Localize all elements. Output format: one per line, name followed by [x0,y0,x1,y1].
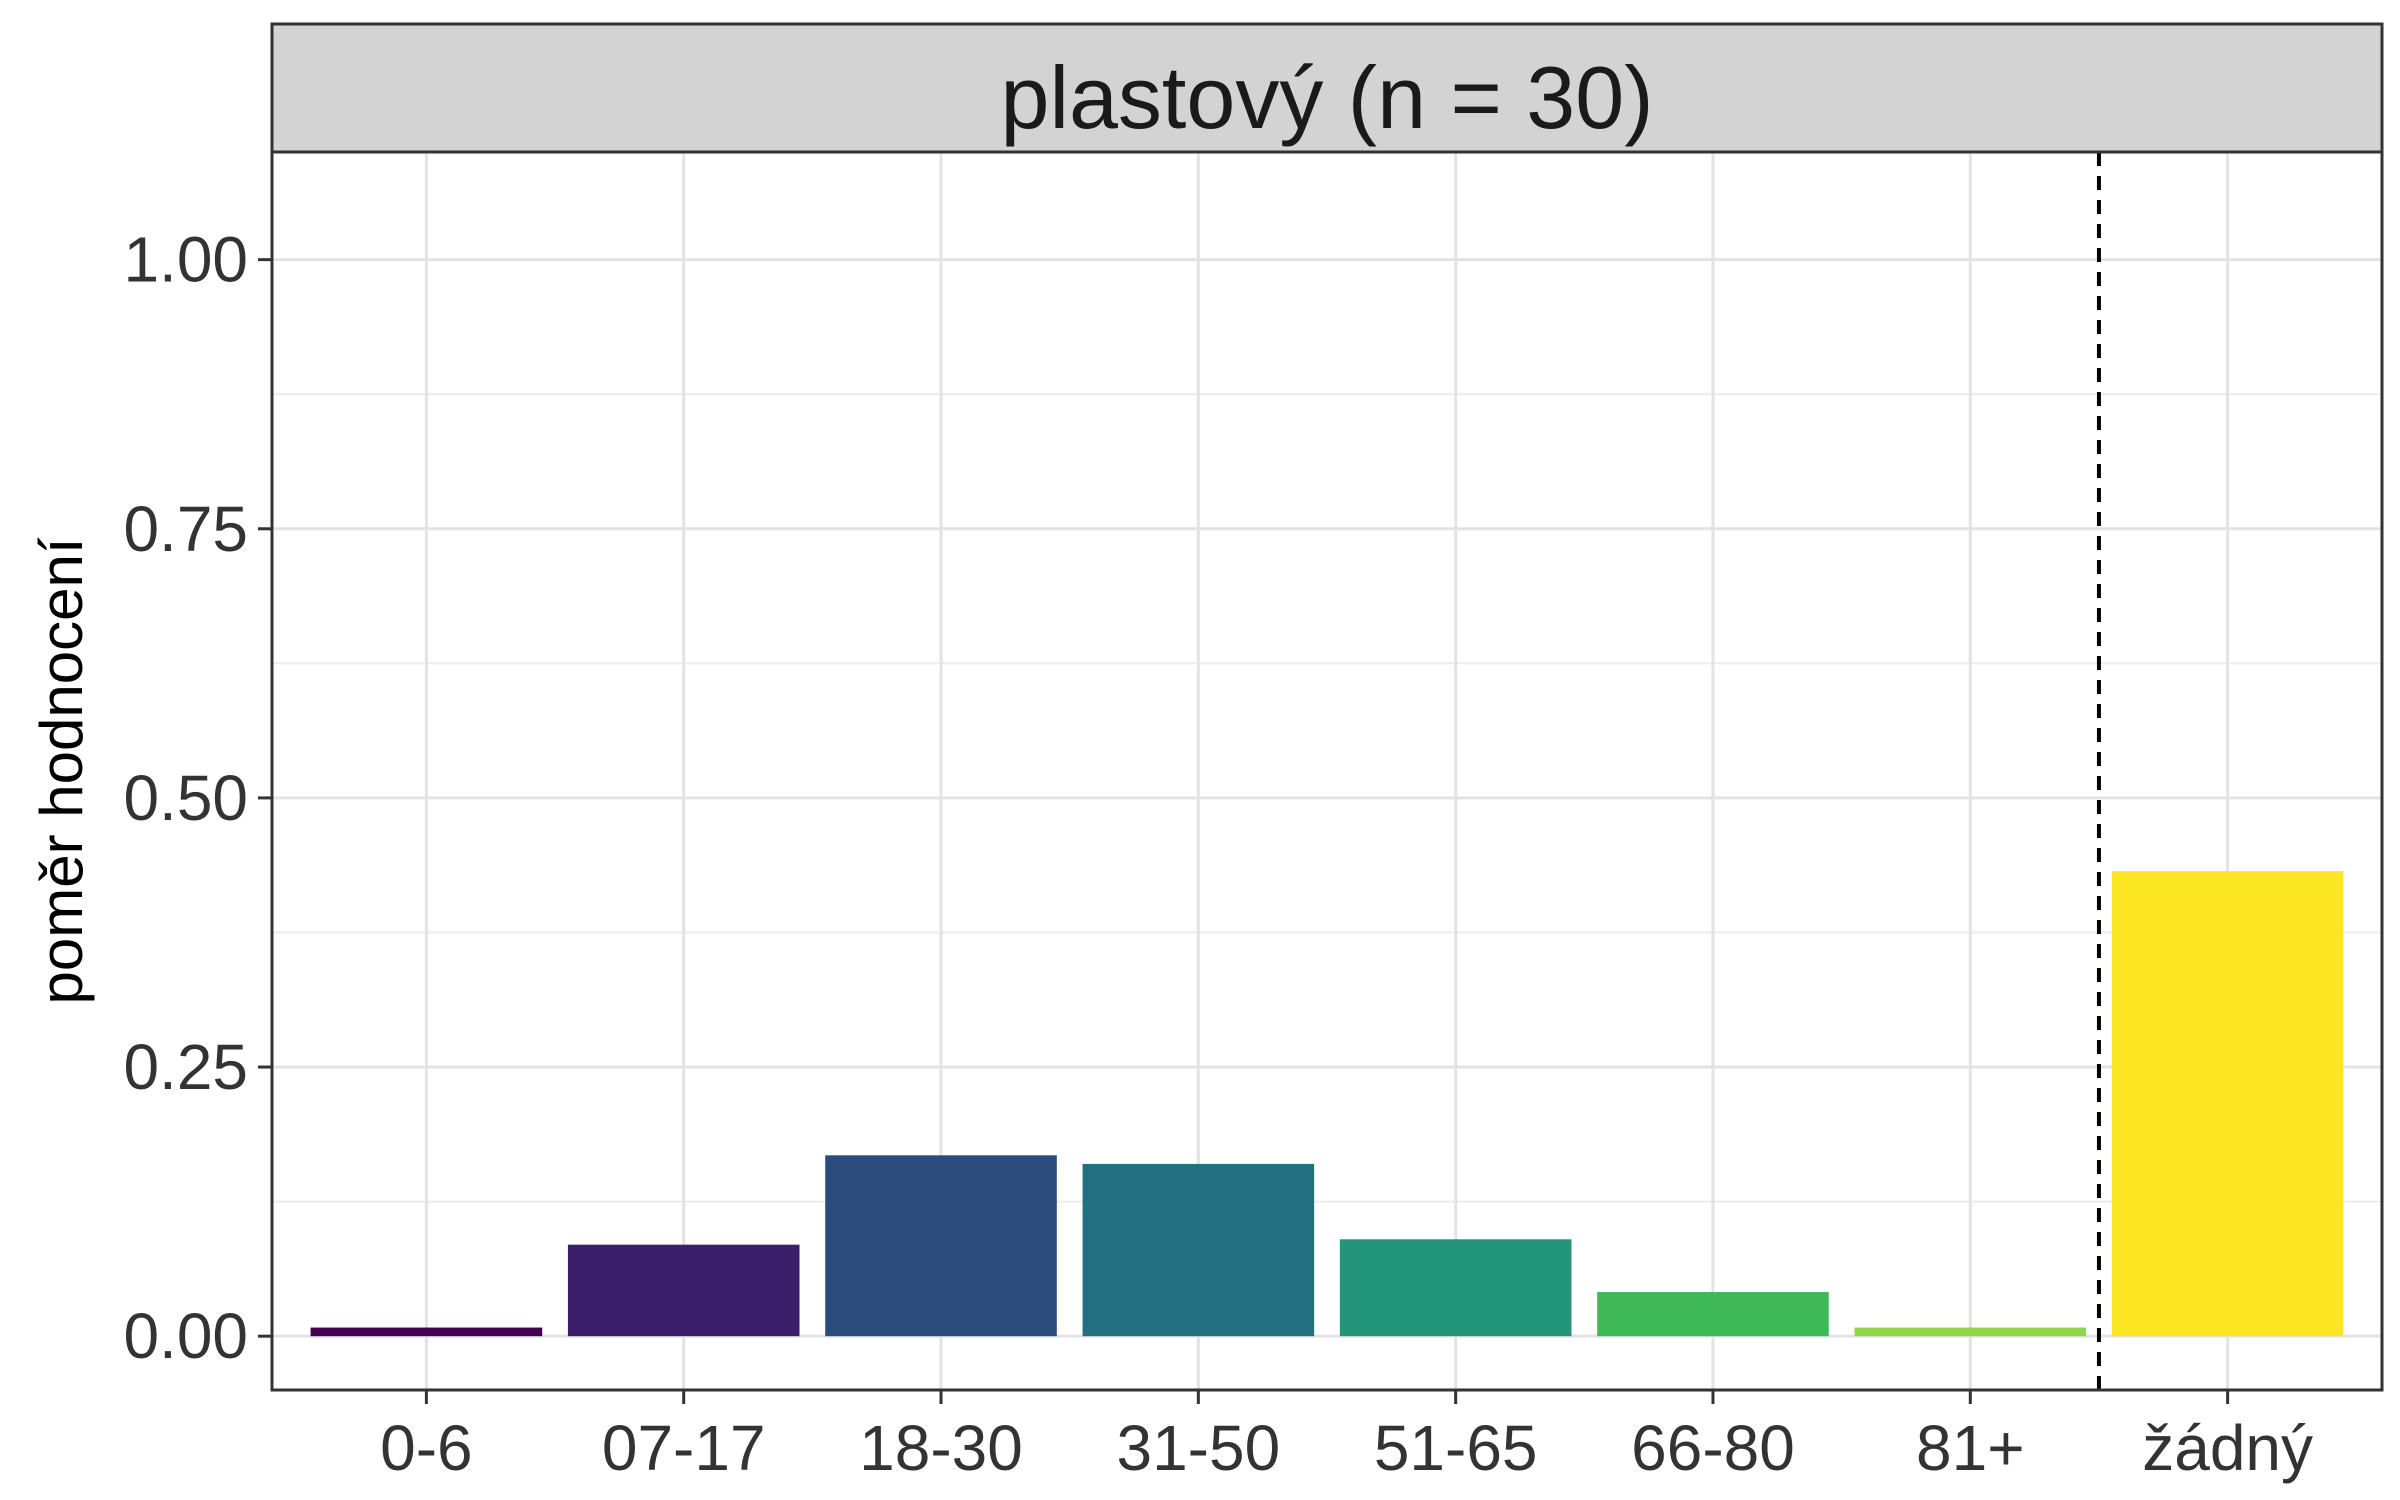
bar-31-50 [1082,1163,1315,1337]
x-tick-label: 66-80 [1631,1412,1795,1484]
x-tick-label: 51-65 [1374,1412,1538,1484]
bar-51-65 [1339,1239,1572,1337]
x-tick-label: 81+ [1916,1412,2025,1484]
x-tick-label: 07-17 [602,1412,766,1484]
y-tick-label: 0.00 [123,1300,248,1372]
facet-title: plastový (n = 30) [1001,48,1654,147]
x-tick-label: 31-50 [1116,1412,1280,1484]
y-tick-label: 0.25 [123,1031,248,1103]
bar-18-30 [825,1155,1057,1337]
plot-panel-border [270,150,2384,1392]
bar-66-80 [1597,1292,1829,1337]
bar-81+ [1854,1327,2087,1337]
y-tick-label: 1.00 [123,224,248,296]
plot-panel [272,152,2382,1390]
y-tick-label: 0.75 [123,493,248,565]
bars [310,871,2344,1337]
x-tick-label: 18-30 [859,1412,1023,1484]
bar-07-17 [567,1244,800,1337]
bar-žádný [2111,871,2344,1337]
y-axis-title: poměr hodnocení [28,537,95,1004]
x-axis: 0-6 07-17 18-30 31-50 51-65 66-80 81+ žádný [380,1390,2313,1484]
x-tick-label: 0-6 [380,1412,473,1484]
facet-strip [272,24,2382,152]
bar-0-6 [310,1327,543,1337]
x-tick-label: žádný [2142,1412,2313,1484]
y-tick-label: 0.50 [123,762,248,834]
y-axis: 0.00 0.25 0.50 0.75 1.00 [123,224,272,1372]
